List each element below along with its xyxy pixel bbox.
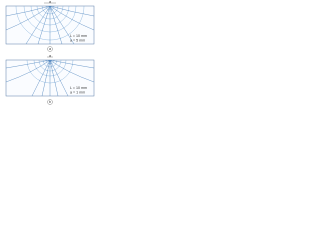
field-lines [6,6,94,44]
param: a = 1 mm [70,90,85,94]
panel-a: a L = 10 mm a = 5 mm a [5,0,95,52]
panel-label: b [49,100,51,104]
panel-label: a [49,47,51,51]
param: L = 10 mm [70,86,87,90]
panel-b: a L = 10 mm a = 1 mm b [5,54,95,105]
diagram: a L = 10 mm a = 5 mm a a L = 10 mm a = 1… [5,0,95,105]
marker-label: a [49,0,51,4]
marker-label: a [49,54,51,58]
field-lines [6,60,94,96]
param: a = 5 mm [70,38,85,42]
param: L = 10 mm [70,34,87,38]
